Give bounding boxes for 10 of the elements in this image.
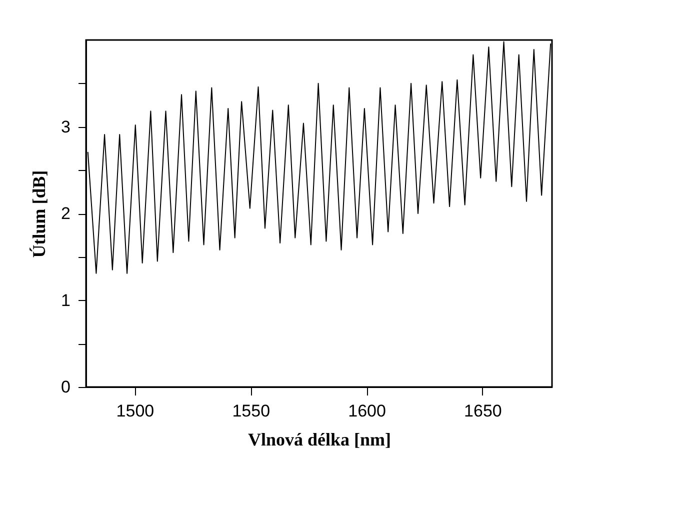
y-tick-label: 1 — [61, 290, 70, 310]
y-tick-label: 3 — [61, 117, 70, 136]
y-axis-title: Útlum [dB] — [29, 170, 50, 258]
y-tick-label: 2 — [61, 204, 70, 223]
x-tick-label: 1500 — [116, 402, 154, 420]
y-tick-label: 0 — [61, 378, 70, 396]
x-tick-label: 1650 — [464, 402, 502, 420]
x-axis-title: Vlnová délka [nm] — [248, 430, 392, 450]
x-tick-label: 1550 — [232, 402, 270, 420]
x-tick-label: 1600 — [348, 402, 386, 420]
